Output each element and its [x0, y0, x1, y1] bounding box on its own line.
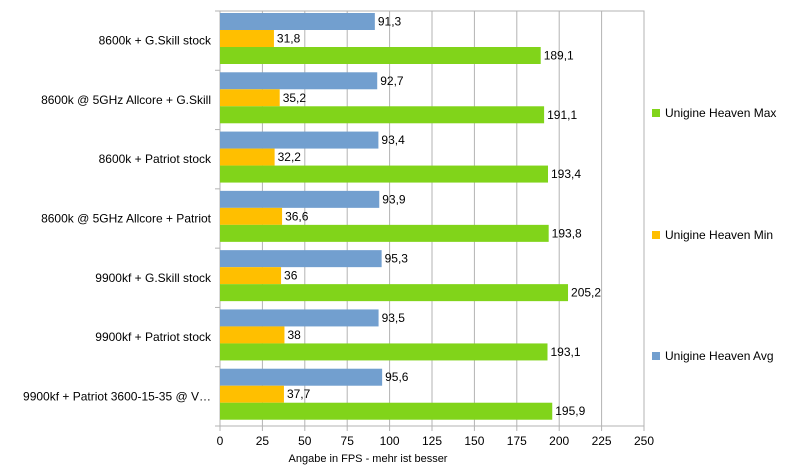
bar: [220, 402, 553, 420]
bar: [220, 13, 375, 30]
data-label: 193,8: [552, 226, 582, 240]
data-labels-group: 91,3 31,8 189,1 92,7 35,2 191,1 93,4 32,2 193,4 9…: [277, 15, 601, 419]
data-label: 193,4: [551, 167, 581, 181]
data-label: 95,3: [385, 252, 409, 266]
data-label: 92,7: [380, 74, 404, 88]
bar: [220, 106, 545, 124]
data-label: 37,7: [287, 387, 311, 401]
category-label: 9900kf + G.Skill stock: [95, 271, 212, 285]
x-tick-label: 100: [380, 434, 400, 448]
x-tick-label: 175: [507, 434, 527, 448]
bar: [220, 30, 274, 47]
bar: [220, 47, 541, 64]
x-tick-label: 50: [298, 434, 312, 448]
category-label: 8600k @ 5GHz Allcore + Patriot: [41, 212, 212, 226]
bar: [220, 72, 378, 90]
bar: [220, 89, 280, 107]
data-label: 93,9: [382, 192, 406, 206]
bar: [220, 309, 379, 327]
data-label: 31,8: [277, 32, 301, 46]
x-tick-label: 125: [422, 434, 442, 448]
bar: [220, 224, 549, 242]
bar: [220, 385, 284, 403]
category-labels-group: 8600k + G.Skill stock 8600k @ 5GHz Allcor…: [23, 34, 212, 404]
x-tick-label: 150: [464, 434, 484, 448]
x-axis-ticks-group: 0 25 50 75 100 125 150 175 200 225 250: [217, 426, 654, 448]
category-label: 9900kf + Patriot stock: [95, 330, 212, 344]
category-label: 8600k + Patriot stock: [99, 152, 212, 166]
legend-swatch: [652, 352, 660, 360]
legend-label: Unigine Heaven Max: [665, 106, 776, 120]
data-label: 193,1: [550, 345, 580, 359]
category-label: 9900kf + Patriot 3600-15-35 @ V…: [23, 389, 211, 403]
bar: [220, 284, 569, 302]
bar: [220, 326, 285, 344]
x-tick-label: 200: [549, 434, 569, 448]
bar: [220, 131, 379, 149]
legend-swatch: [652, 109, 660, 117]
bar: [220, 267, 282, 285]
data-label: 38: [287, 328, 301, 342]
bar-series-group: [220, 13, 569, 420]
category-label: 8600k @ 5GHz Allcore + G.Skill: [41, 93, 211, 107]
data-label: 36,6: [285, 209, 309, 223]
data-label: 95,6: [385, 370, 409, 384]
data-label: 205,2: [571, 286, 601, 300]
data-label: 35,2: [283, 91, 307, 105]
bar: [220, 165, 549, 183]
data-label: 36: [284, 269, 298, 283]
x-tick-label: 225: [592, 434, 612, 448]
bar: [220, 148, 275, 166]
data-label: 191,1: [547, 108, 577, 122]
x-tick-label: 0: [217, 434, 224, 448]
x-axis-title: Angabe in FPS - mehr ist besser: [289, 453, 448, 465]
data-label: 93,4: [381, 133, 405, 147]
data-label: 32,2: [278, 150, 302, 164]
bar: [220, 207, 283, 225]
bar: [220, 250, 382, 268]
x-tick-label: 25: [256, 434, 270, 448]
legend-label: Unigine Heaven Min: [665, 228, 773, 242]
x-tick-label: 75: [341, 434, 355, 448]
bar: [220, 368, 383, 386]
bar: [220, 343, 548, 361]
legend-swatch: [652, 231, 660, 239]
data-label: 189,1: [544, 49, 574, 63]
data-label: 93,5: [382, 311, 406, 325]
legend-label: Unigine Heaven Avg: [665, 349, 774, 363]
category-label: 8600k + G.Skill stock: [99, 34, 212, 48]
data-label: 91,3: [378, 15, 402, 29]
legend: Unigine Heaven Max Unigine Heaven Min Unig…: [652, 106, 776, 363]
data-label: 195,9: [555, 404, 585, 418]
x-tick-label: 250: [634, 434, 654, 448]
bar: [220, 190, 380, 208]
